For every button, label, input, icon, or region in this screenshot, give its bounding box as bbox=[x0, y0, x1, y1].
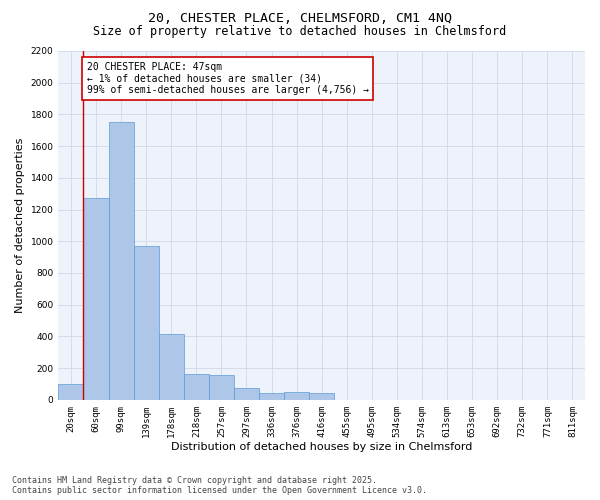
Bar bbox=[83, 198, 109, 400]
Bar bbox=[184, 374, 209, 400]
Bar bbox=[209, 376, 234, 400]
Text: Size of property relative to detached houses in Chelmsford: Size of property relative to detached ho… bbox=[94, 25, 506, 38]
X-axis label: Distribution of detached houses by size in Chelmsford: Distribution of detached houses by size … bbox=[171, 442, 472, 452]
Text: Contains HM Land Registry data © Crown copyright and database right 2025.
Contai: Contains HM Land Registry data © Crown c… bbox=[12, 476, 427, 495]
Bar bbox=[134, 246, 159, 400]
Bar bbox=[234, 388, 259, 400]
Bar bbox=[309, 394, 334, 400]
Bar bbox=[109, 122, 134, 400]
Text: 20 CHESTER PLACE: 47sqm
← 1% of detached houses are smaller (34)
99% of semi-det: 20 CHESTER PLACE: 47sqm ← 1% of detached… bbox=[86, 62, 368, 96]
Y-axis label: Number of detached properties: Number of detached properties bbox=[15, 138, 25, 313]
Bar bbox=[58, 384, 83, 400]
Bar bbox=[159, 334, 184, 400]
Bar bbox=[284, 392, 309, 400]
Bar bbox=[259, 392, 284, 400]
Text: 20, CHESTER PLACE, CHELMSFORD, CM1 4NQ: 20, CHESTER PLACE, CHELMSFORD, CM1 4NQ bbox=[148, 12, 452, 26]
